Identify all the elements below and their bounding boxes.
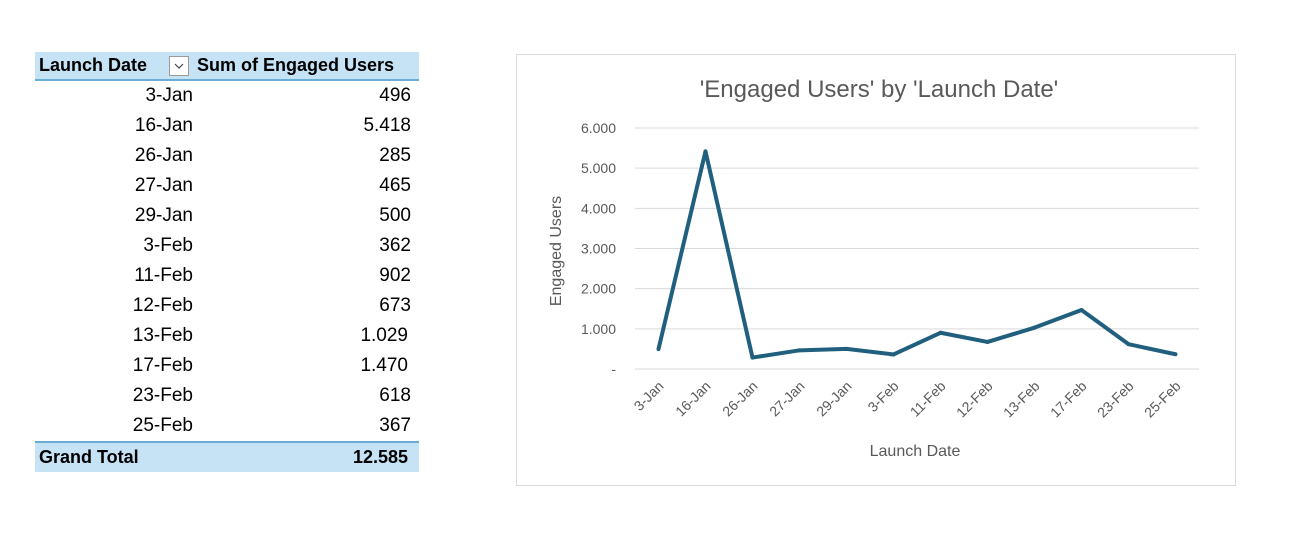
pivot-row-date: 27-Jan — [134, 175, 193, 196]
x-tick-label: 29-Jan — [813, 378, 855, 420]
y-axis-ticks: - 1.000 2.000 3.000 4.000 5.000 6.000 — [581, 120, 616, 377]
x-tick-label: 12-Feb — [953, 378, 996, 421]
pivot-row-date: 11-Feb — [134, 265, 193, 286]
y-tick-label: 3.000 — [581, 241, 616, 257]
pivot-row-date: 26-Jan — [134, 145, 193, 166]
pivot-row-date: 3-Feb — [143, 235, 193, 256]
pivot-row: 27-Jan 465 — [35, 171, 419, 201]
pivot-row: 11-Feb 902 — [35, 261, 419, 291]
pivot-row-value: 362 — [379, 235, 411, 256]
grand-total-value: 12.585 — [352, 447, 408, 467]
pivot-row: 13-Feb 1.029 — [35, 321, 419, 351]
data-point[interactable] — [1032, 325, 1037, 330]
pivot-row-value: 5.418 — [363, 115, 411, 136]
pivot-row-value: 1.470 — [360, 355, 408, 376]
launch-date-header: Launch Date — [39, 55, 148, 75]
pivot-row-value: 500 — [379, 205, 411, 226]
data-point[interactable] — [656, 347, 661, 352]
chart-title: 'Engaged Users' by 'Launch Date' — [700, 76, 1059, 103]
y-tick-label: 2.000 — [581, 281, 616, 297]
x-tick-label: 26-Jan — [719, 378, 761, 420]
data-point[interactable] — [891, 352, 896, 357]
x-tick-label: 3-Jan — [631, 378, 667, 414]
x-tick-label: 25-Feb — [1141, 378, 1184, 421]
series-layer — [656, 149, 1178, 360]
series-line[interactable] — [656, 149, 1176, 360]
grand-total-row: Grand Total 12.585 — [35, 441, 419, 472]
y-tick-label: - — [611, 361, 616, 377]
pivot-header-row: Launch Date Sum of Engaged Users — [35, 52, 419, 81]
data-point[interactable] — [1126, 342, 1131, 347]
pivot-rows: 3-Jan 496 16-Jan 5.418 26-Jan 285 27-Jan 465 29-… — [35, 81, 419, 441]
y-tick-label: 6.000 — [581, 120, 616, 136]
pivot-row: 3-Jan 496 — [35, 81, 419, 111]
x-tick-label: 16-Jan — [672, 378, 714, 420]
pivot-row-date: 3-Jan — [145, 85, 193, 106]
pivot-row: 17-Feb 1.470 — [35, 351, 419, 381]
x-tick-label: 13-Feb — [1000, 378, 1043, 421]
y-tick-label: 5.000 — [581, 160, 616, 176]
pivot-row-date: 16-Jan — [134, 115, 193, 136]
pivot-row-date: 17-Feb — [132, 355, 193, 376]
x-tick-label: 3-Feb — [864, 378, 901, 415]
pivot-row-date: 29-Jan — [134, 205, 193, 226]
filter-dropdown-button[interactable] — [169, 55, 189, 76]
chevron-down-icon — [174, 63, 184, 69]
pivot-row-date: 23-Feb — [132, 385, 193, 406]
pivot-row-value: 465 — [379, 175, 411, 196]
pivot-row-date: 25-Feb — [132, 415, 193, 436]
data-point[interactable] — [797, 348, 802, 353]
data-point[interactable] — [703, 149, 708, 154]
pivot-row: 29-Jan 500 — [35, 201, 419, 231]
pivot-row: 23-Feb 618 — [35, 381, 419, 411]
x-axis-label: Launch Date — [870, 443, 961, 460]
pivot-row: 3-Feb 362 — [35, 231, 419, 261]
line-chart[interactable]: 'Engaged Users' by 'Launch Date' Engaged… — [516, 54, 1236, 486]
pivot-row: 25-Feb 367 — [35, 411, 419, 441]
pivot-row-value: 618 — [379, 385, 411, 406]
pivot-row: 16-Jan 5.418 — [35, 111, 419, 141]
x-tick-label: 17-Feb — [1047, 378, 1090, 421]
data-point[interactable] — [844, 346, 849, 351]
y-tick-label: 1.000 — [581, 321, 616, 337]
y-axis-label: Engaged Users — [548, 196, 565, 306]
engaged-users-header: Sum of Engaged Users — [197, 55, 395, 75]
pivot-row-date: 12-Feb — [132, 295, 193, 316]
x-axis-ticks: 3-Jan 16-Jan 26-Jan 27-Jan 29-Jan 3-Feb 11-Feb… — [631, 378, 1184, 421]
pivot-row-value: 285 — [379, 145, 411, 166]
pivot-row-value: 902 — [379, 265, 411, 286]
grand-total-label: Grand Total — [39, 447, 139, 467]
x-tick-label: 11-Feb — [907, 378, 949, 420]
pivot-row: 12-Feb 673 — [35, 291, 419, 321]
x-tick-label: 27-Jan — [766, 378, 808, 420]
data-point[interactable] — [938, 330, 943, 335]
x-tick-label: 23-Feb — [1094, 378, 1137, 421]
y-tick-label: 4.000 — [581, 200, 616, 216]
pivot-table: Launch Date Sum of Engaged Users 3-Jan 49… — [35, 52, 419, 472]
data-point[interactable] — [985, 339, 990, 344]
pivot-row-date: 13-Feb — [132, 325, 193, 346]
pivot-row-value: 496 — [379, 85, 411, 106]
pivot-row: 26-Jan 285 — [35, 141, 419, 171]
data-point[interactable] — [1079, 307, 1084, 312]
pivot-row-value: 673 — [379, 295, 411, 316]
data-point[interactable] — [750, 355, 755, 360]
pivot-row-value: 367 — [379, 415, 411, 436]
chart-svg: 'Engaged Users' by 'Launch Date' Engaged… — [548, 76, 1199, 460]
pivot-row-value: 1.029 — [360, 325, 408, 346]
data-point[interactable] — [1173, 352, 1178, 357]
